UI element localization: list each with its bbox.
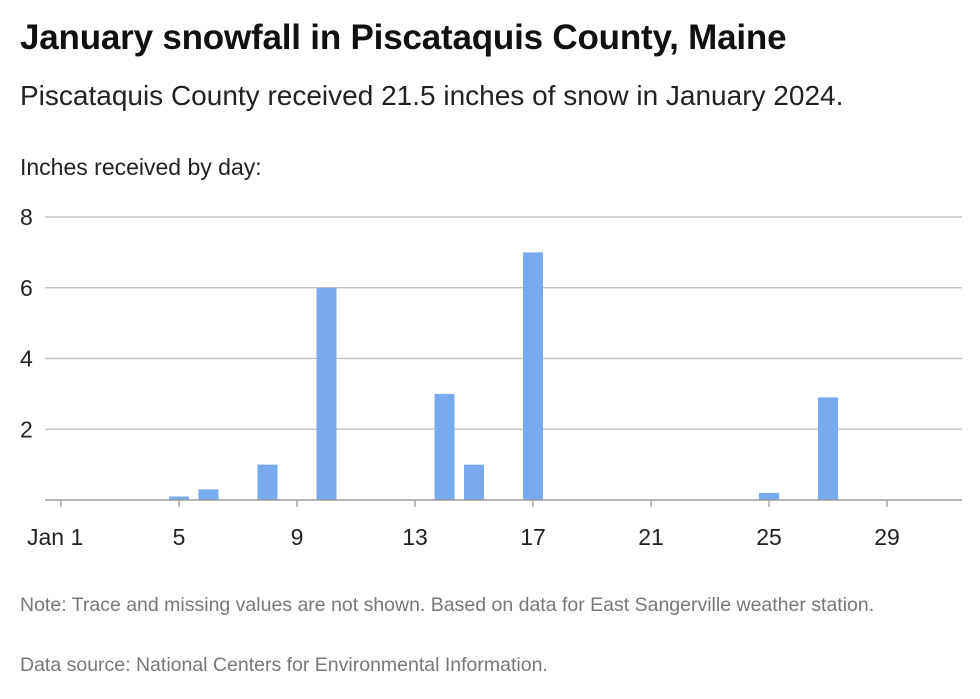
x-tick-label-5: 5	[173, 524, 186, 550]
bar-day-5	[169, 496, 189, 500]
x-tick-label-25: 25	[756, 524, 782, 550]
chart-title: January snowfall in Piscataquis County, …	[20, 18, 787, 57]
grid-lines: 2 4 6 8	[20, 204, 962, 442]
bar-day-14	[434, 393, 455, 500]
data-source: Data source: National Centers for Enviro…	[20, 654, 548, 676]
y-axis-caption: Inches received by day:	[20, 154, 262, 180]
bar-day-25	[759, 492, 779, 500]
x-tick-label-13: 13	[402, 524, 428, 550]
x-tick-label-21: 21	[638, 524, 664, 550]
bar-day-15	[464, 464, 484, 500]
bar-day-17	[523, 252, 543, 500]
chart-note: Note: Trace and missing values are not s…	[20, 594, 875, 616]
x-axis: Jan 1 5 9 13 17 21 25 29	[27, 499, 962, 550]
y-tick-label-6: 6	[20, 275, 33, 301]
x-tick-label-29: 29	[874, 524, 900, 550]
y-tick-label-4: 4	[20, 346, 33, 372]
chart-subtitle: Piscataquis County received 21.5 inches …	[20, 80, 844, 111]
y-tick-label-2: 2	[20, 416, 33, 442]
bars	[169, 252, 838, 500]
x-tick-label-1: Jan 1	[27, 524, 83, 550]
bar-day-10	[316, 287, 337, 500]
bar-day-27	[818, 397, 838, 500]
x-tick-label-9: 9	[291, 524, 304, 550]
y-tick-label-8: 8	[20, 204, 33, 230]
bar-day-6	[198, 489, 219, 500]
x-tick-label-17: 17	[520, 524, 546, 550]
snowfall-bar-chart: 2 4 6 8 Jan 1 5 9 13 17 21 25 29	[20, 204, 962, 550]
bar-day-8	[257, 464, 278, 500]
